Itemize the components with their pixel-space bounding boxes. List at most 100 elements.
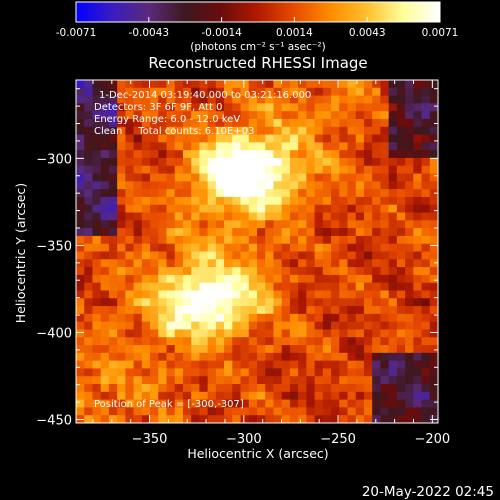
heatmap-cell [117,368,126,377]
heatmap-cell [388,298,398,307]
heatmap-cell [174,157,184,167]
heatmap-cell [347,313,357,323]
heatmap-cell [347,189,357,198]
heatmap-cell [133,267,143,276]
heatmap-cell [273,368,283,377]
heatmap-cell [347,134,357,143]
heatmap-cell [322,313,332,323]
heatmap-cell [191,399,201,409]
heatmap-cell [174,360,184,370]
heatmap-cell [380,259,390,268]
heatmap-cell [265,384,275,393]
heatmap-cell [84,157,94,167]
heatmap-cell [76,173,85,182]
heatmap-cell [174,142,184,151]
heatmap-cell [257,95,266,104]
heatmap-cell [273,173,283,182]
heatmap-cell [100,259,110,268]
heatmap-cell [421,399,431,409]
heatmap-cell [248,126,258,136]
heatmap-cell [388,368,398,377]
heatmap-cell [257,282,266,292]
heatmap-cell [289,267,299,276]
heatmap-cell [92,212,102,221]
annotation-energy-range: Energy Range: 6.0 - 12.0 keV [94,114,240,125]
heatmap-cell [224,415,233,423]
heatmap-cell [289,80,299,89]
heatmap-cell [199,189,209,198]
heatmap-cell [133,298,143,307]
heatmap-cell [232,118,242,128]
heatmap-cell [191,368,201,377]
colorbar-unit-label: (photons cm⁻² s⁻¹ asec⁻²) [190,41,325,53]
heatmap-cell [215,142,225,151]
heatmap-cell [117,352,126,362]
heatmap-cell [265,267,275,276]
heatmap-cell [207,181,217,190]
heatmap-cell [363,329,373,338]
heatmap-cell [224,360,233,370]
heatmap-cell [298,298,307,307]
heatmap-cell [117,399,126,409]
heatmap-cell [191,345,201,354]
heatmap-cell [347,267,357,276]
heatmap-cell [182,126,192,136]
heatmap-cell [405,212,414,221]
heatmap-cell [141,228,151,237]
heatmap-cell [281,126,291,136]
heatmap-cell [413,243,423,253]
heatmap-cell [347,306,357,315]
heatmap-cell [125,142,135,151]
heatmap-cell [314,259,324,268]
heatmap-cell [405,259,414,268]
heatmap-cell [191,181,201,190]
heatmap-cell [322,134,332,143]
heatmap-cell [388,243,398,253]
heatmap-cell [429,165,438,175]
heatmap-cell [215,306,225,315]
heatmap-cell [108,165,118,175]
heatmap-cell [150,274,159,284]
heatmap-cell [182,391,192,401]
heatmap-cell [314,165,324,175]
heatmap-cell [405,142,414,151]
heatmap-cell [76,181,85,190]
heatmap-cell [166,376,176,385]
heatmap-cell [322,329,332,338]
heatmap-cell [388,259,398,268]
heatmap-cell [363,251,373,260]
heatmap-cell [133,173,143,182]
heatmap-cell [339,267,349,276]
heatmap-cell [405,80,414,89]
heatmap-cell [388,142,398,151]
heatmap-cell [232,196,242,206]
heatmap-cell [150,313,159,323]
heatmap-cell [363,235,373,245]
heatmap-cell [207,290,217,299]
heatmap-cell [298,212,307,221]
heatmap-cell [199,173,209,182]
heatmap-cell [182,228,192,237]
heatmap-cell [150,306,159,315]
heatmap-cell [388,360,398,370]
heatmap-cell [372,150,382,159]
heatmap-cell [388,126,398,136]
heatmap-cell [298,306,307,315]
heatmap-cell [355,204,365,214]
heatmap-cell [265,360,275,370]
heatmap-cell [84,220,94,229]
heatmap-cell [429,376,438,385]
heatmap-cell [306,142,316,151]
heatmap-cell [199,142,209,151]
heatmap-cell [158,157,168,167]
heatmap-cell [314,306,324,315]
heatmap-cell [347,290,357,299]
heatmap-cell [191,251,201,260]
heatmap-cell [84,189,94,198]
heatmap-cell [84,391,94,401]
heatmap-cell [158,126,168,136]
heatmap-cell [405,134,414,143]
heatmap-cell [273,220,283,229]
heatmap-cell [289,329,299,338]
heatmap-cell [363,267,373,276]
